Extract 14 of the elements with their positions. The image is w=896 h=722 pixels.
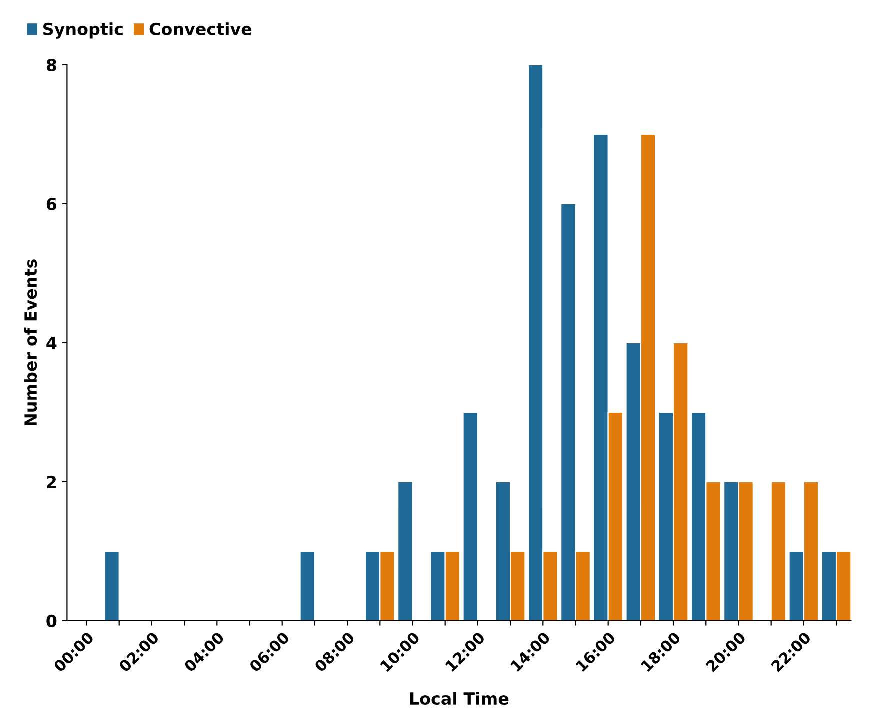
bar — [770, 481, 787, 621]
y-tick-label: 6 — [46, 198, 57, 211]
bar — [300, 550, 316, 621]
y-tick-label: 0 — [46, 614, 57, 628]
x-axis-title: Local Time — [410, 692, 509, 706]
legend-label: Synoptic — [44, 22, 123, 39]
y-axis-title: Number of Events — [24, 260, 38, 426]
bar — [462, 412, 478, 621]
bar — [104, 550, 120, 621]
y-tick-label: 4 — [46, 337, 57, 350]
y-tick-label: 8 — [46, 58, 56, 72]
legend-label: Convective — [150, 22, 252, 36]
y-tick-label: 2 — [47, 476, 56, 488]
bar — [398, 481, 414, 621]
